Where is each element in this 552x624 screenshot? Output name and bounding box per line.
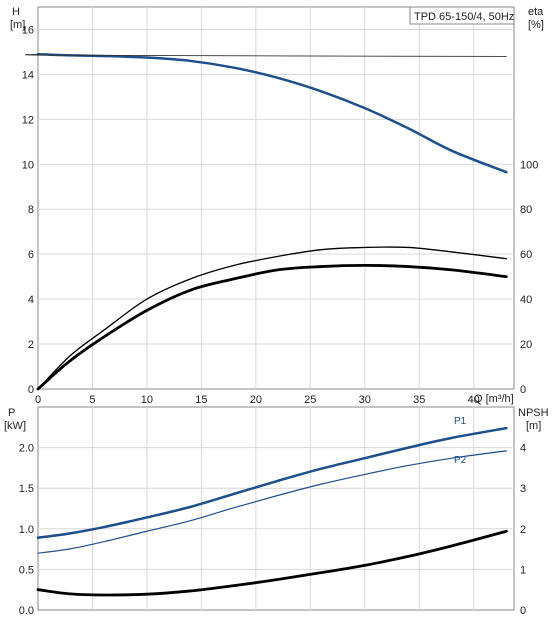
p1-series-label: P1: [454, 416, 467, 427]
p2-series-label: P2: [454, 455, 467, 466]
npsh-axis-unit: [m]: [526, 420, 541, 432]
left-tick-label: 0.0: [19, 605, 34, 617]
series-line-0-2: [37, 246, 508, 390]
left-tick-label: 0: [28, 384, 34, 396]
right-tick-label: 0: [520, 605, 526, 617]
left-tick-label: 12: [22, 114, 34, 126]
series-line-0-1: [24, 53, 507, 57]
left-tick-label: 4: [28, 294, 34, 306]
series-line-0-0: [36, 52, 508, 174]
left-tick-label: 6: [28, 249, 34, 261]
x-tick-label: 30: [359, 394, 371, 406]
right-tick-label: 1: [520, 564, 526, 576]
q-axis-label: Q [m³/h]: [474, 393, 514, 405]
bottom-gridlines: [38, 407, 514, 610]
top-gridlines: [38, 7, 514, 389]
p-axis-unit: [kW]: [4, 420, 26, 432]
left-tick-label: 1.0: [19, 524, 34, 536]
right-tick-label: 4: [520, 443, 526, 455]
right-tick-label: 100: [520, 159, 538, 171]
x-tick-label: 40: [468, 394, 480, 406]
series-line-1-2: [36, 529, 508, 597]
right-tick-label: 0: [520, 384, 526, 396]
npsh-axis-label: NPSH: [518, 407, 549, 419]
right-tick-label: 2: [520, 524, 526, 536]
right-tick-label: 3: [520, 483, 526, 495]
right-tick-label: 80: [520, 204, 532, 216]
x-tick-label: 5: [89, 394, 95, 406]
x-tick-label: 15: [195, 394, 207, 406]
x-tick-label: 0: [35, 394, 41, 406]
right-tick-label: 40: [520, 294, 532, 306]
chart-title: TPD 65-150/4, 50Hz: [414, 11, 514, 23]
p-axis-label: P: [8, 407, 15, 419]
x-tick-label: 35: [413, 394, 425, 406]
left-tick-label: 16: [22, 24, 34, 36]
top-plot-frame: [37, 6, 515, 390]
x-tick-label: 20: [250, 394, 262, 406]
left-tick-label: 2: [28, 339, 34, 351]
eta-axis-unit: [%]: [528, 19, 544, 31]
title-box: [409, 6, 515, 25]
h-axis-label: H: [12, 6, 20, 18]
left-tick-label: 0.5: [19, 564, 34, 576]
top-curves: [24, 52, 508, 391]
eta-axis-label: eta: [528, 6, 544, 18]
left-tick-label: 8: [28, 204, 34, 216]
right-tick-label: 60: [520, 249, 532, 261]
bottom-curves: [36, 426, 508, 597]
right-tick-label: 20: [520, 339, 532, 351]
x-tick-label: 10: [141, 394, 153, 406]
left-tick-label: 10: [22, 159, 34, 171]
left-tick-label: 14: [22, 69, 34, 81]
h-axis-unit: [m]: [10, 19, 25, 31]
left-tick-label: 2.0: [19, 443, 34, 455]
series-line-1-0: [36, 426, 508, 539]
series-line-1-1: [37, 450, 507, 554]
x-tick-label: 25: [304, 394, 316, 406]
top-tick-labels: 0 5 10 15 20 25 30 35 40 0 2 4 6 8 10 12 14 16 0 20 40 60 80 10…: [22, 24, 539, 406]
bottom-plot-frame: [37, 406, 515, 611]
bottom-tick-labels: 0.0 0.5 1.0 1.5 2.0 0 1 2 3 4: [19, 443, 526, 617]
left-tick-label: 1.5: [19, 483, 34, 495]
top-panel: 0 5 10 15 20 25 30 35 40 0 2 4 6 8 10 12 14 16 0 20 40 60 80 10…: [10, 6, 544, 406]
series-line-0-3: [36, 264, 508, 391]
